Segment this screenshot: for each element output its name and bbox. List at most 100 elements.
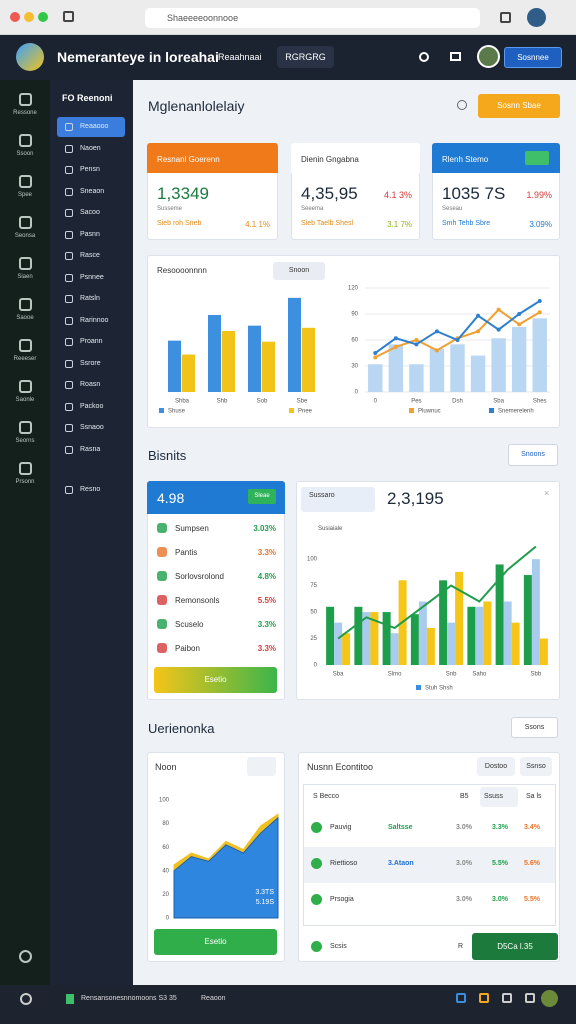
rail-icon[interactable] (19, 380, 32, 393)
point (537, 299, 542, 303)
search-icon[interactable] (419, 52, 429, 62)
window-button[interactable] (38, 12, 48, 22)
window-button[interactable] (10, 12, 20, 22)
nav-tab[interactable]: RGRGRG (277, 46, 334, 68)
footer-button[interactable]: D5Ca l.35 (472, 933, 558, 960)
rail-icon[interactable] (19, 134, 32, 147)
rail-icon[interactable] (19, 175, 32, 188)
bar (475, 606, 484, 665)
table-button[interactable]: Dostoo (477, 757, 515, 776)
tab-icon[interactable] (500, 12, 511, 23)
chart-button[interactable]: Snoon (273, 262, 325, 280)
rail-icon[interactable] (19, 216, 32, 229)
bar (511, 327, 527, 392)
card-menu[interactable] (247, 757, 276, 776)
menu-item[interactable]: Rarinnoo (80, 316, 109, 324)
menu-item[interactable]: Pasnn (80, 230, 100, 238)
menu-item[interactable]: Reaaooo (80, 123, 109, 130)
nav-link[interactable]: Reaahnaai (218, 52, 262, 62)
tray-icon[interactable] (525, 993, 535, 1003)
address-bar[interactable]: Shaeeeeoonnooe (145, 8, 480, 28)
menu-item[interactable]: Ratsln (80, 295, 100, 302)
rail-icon[interactable] (19, 421, 32, 434)
menu-item[interactable]: Sacoo (80, 209, 100, 216)
row-icon (311, 822, 322, 833)
bar (539, 638, 548, 665)
item-name: Remonsonls (175, 596, 220, 605)
taskbar-icon[interactable] (20, 993, 32, 1005)
rail-icon[interactable] (19, 298, 32, 311)
y-tick-label: 80 (162, 821, 169, 827)
legend-label: Pluwnuc (418, 409, 441, 415)
menu-item[interactable]: Sneaon (80, 187, 105, 195)
kpi-value: 4,35,95 (301, 184, 358, 203)
menu-item[interactable]: Rasce (80, 252, 100, 259)
summary-button[interactable]: Esetio (154, 667, 277, 693)
bar (382, 612, 391, 665)
section-button[interactable]: Snoons (508, 444, 558, 466)
menu-item[interactable]: Proann (80, 338, 103, 345)
user-avatar[interactable] (477, 45, 500, 68)
kpi-foot-right: 4.1 1% (245, 220, 270, 229)
column-header[interactable]: Ssuss (484, 793, 504, 800)
line (337, 545, 537, 640)
home-button[interactable] (63, 11, 74, 22)
card-button[interactable]: Esetio (154, 929, 277, 955)
tray-icon[interactable] (502, 993, 512, 1003)
window-button[interactable] (24, 12, 34, 22)
bar (208, 314, 221, 392)
tray-icon[interactable] (456, 993, 466, 1003)
tray-icon[interactable] (479, 993, 489, 1003)
help-icon[interactable] (457, 100, 467, 110)
primary-button[interactable]: Sosnn Sbae (478, 94, 560, 118)
point (455, 338, 460, 342)
section-button[interactable]: Ssons (511, 717, 558, 738)
rail-label: Saooe (16, 315, 34, 321)
table-button[interactable]: Ssnso (520, 757, 552, 776)
column-button[interactable] (480, 787, 518, 807)
bar (370, 612, 379, 665)
taskbar-app[interactable]: Reaoon (201, 995, 226, 1002)
profile-avatar[interactable] (527, 8, 546, 27)
point (537, 310, 542, 315)
y-tick-label: 60 (351, 338, 358, 344)
rail-icon[interactable] (19, 257, 32, 270)
item-change: 4.8% (257, 572, 276, 581)
rail-icon[interactable] (19, 93, 32, 106)
menu-item[interactable]: Psnnee (80, 273, 104, 281)
menu-item[interactable]: Roasn (80, 381, 101, 388)
menu-item[interactable]: Ssrore (80, 359, 101, 367)
x-tick-label: Pes (411, 399, 421, 405)
close-icon[interactable]: × (544, 488, 550, 498)
menu-item[interactable]: Packoo (80, 402, 104, 410)
column-header[interactable]: Sa ls (526, 793, 542, 800)
taskbar-icon[interactable] (66, 994, 74, 1004)
active-item[interactable] (57, 117, 125, 137)
menu-item[interactable]: Rasna (80, 445, 101, 453)
point (414, 338, 419, 342)
rail-label: Seorns (15, 438, 35, 444)
trend-filter[interactable]: Sussaro (301, 487, 375, 512)
kpi-header (291, 143, 420, 173)
menu-item[interactable]: Pensn (80, 166, 100, 173)
item-change: 5.5% (257, 596, 276, 605)
message-icon[interactable] (450, 52, 461, 61)
menu-icon (65, 486, 73, 494)
rail-label: Saonle (15, 397, 35, 403)
taskbar-text: Rensansonesnnomoons S3 35 (81, 995, 177, 1002)
menu-icon (65, 209, 73, 217)
kpi-change: 1.99% (526, 190, 552, 200)
header-button[interactable]: Sosnnee (504, 47, 562, 68)
menu-item[interactable]: Naoen (80, 144, 101, 152)
bar (248, 325, 261, 392)
menu-item[interactable]: Resno (80, 486, 101, 493)
bar (495, 564, 504, 665)
rail-icon[interactable] (19, 339, 32, 352)
bar (222, 331, 235, 392)
rail-icon[interactable] (19, 950, 32, 963)
rail-icon[interactable] (19, 462, 32, 475)
tray-avatar[interactable] (541, 990, 558, 1007)
menu-item[interactable]: Ssnaoo (80, 424, 104, 431)
y-tick-label: 60 (162, 845, 169, 851)
annotation: 5.19S (256, 899, 275, 906)
